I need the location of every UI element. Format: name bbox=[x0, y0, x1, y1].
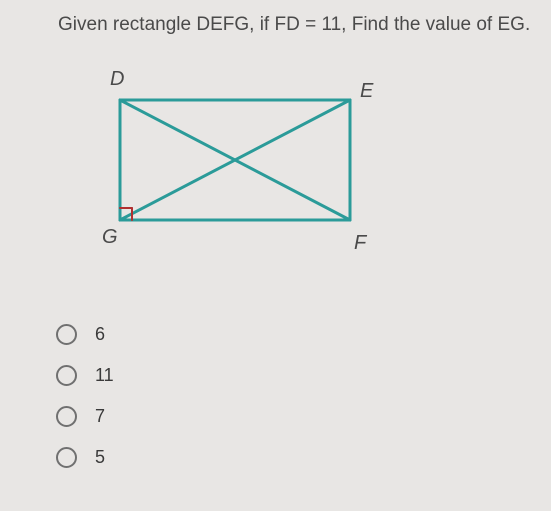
option-label: 5 bbox=[95, 447, 105, 468]
option-label: 6 bbox=[95, 324, 105, 345]
radio-icon bbox=[56, 324, 77, 345]
option-row[interactable]: 6 bbox=[56, 324, 114, 345]
radio-icon bbox=[56, 365, 77, 386]
option-label: 11 bbox=[95, 365, 114, 386]
option-row[interactable]: 7 bbox=[56, 406, 114, 427]
radio-icon bbox=[56, 406, 77, 427]
vertex-label-d: D bbox=[110, 68, 124, 91]
question-text: Given rectangle DEFG, if FD = 11, Find t… bbox=[58, 14, 530, 36]
rectangle-diagram: D E F G bbox=[80, 60, 390, 280]
vertex-label-f: F bbox=[354, 232, 366, 255]
option-row[interactable]: 11 bbox=[56, 365, 114, 386]
vertex-label-e: E bbox=[360, 80, 373, 103]
radio-icon bbox=[56, 447, 77, 468]
vertex-label-g: G bbox=[102, 226, 118, 249]
diagram-svg bbox=[80, 60, 390, 280]
answer-options: 6 11 7 5 bbox=[56, 324, 114, 488]
option-label: 7 bbox=[95, 406, 105, 427]
option-row[interactable]: 5 bbox=[56, 447, 114, 468]
